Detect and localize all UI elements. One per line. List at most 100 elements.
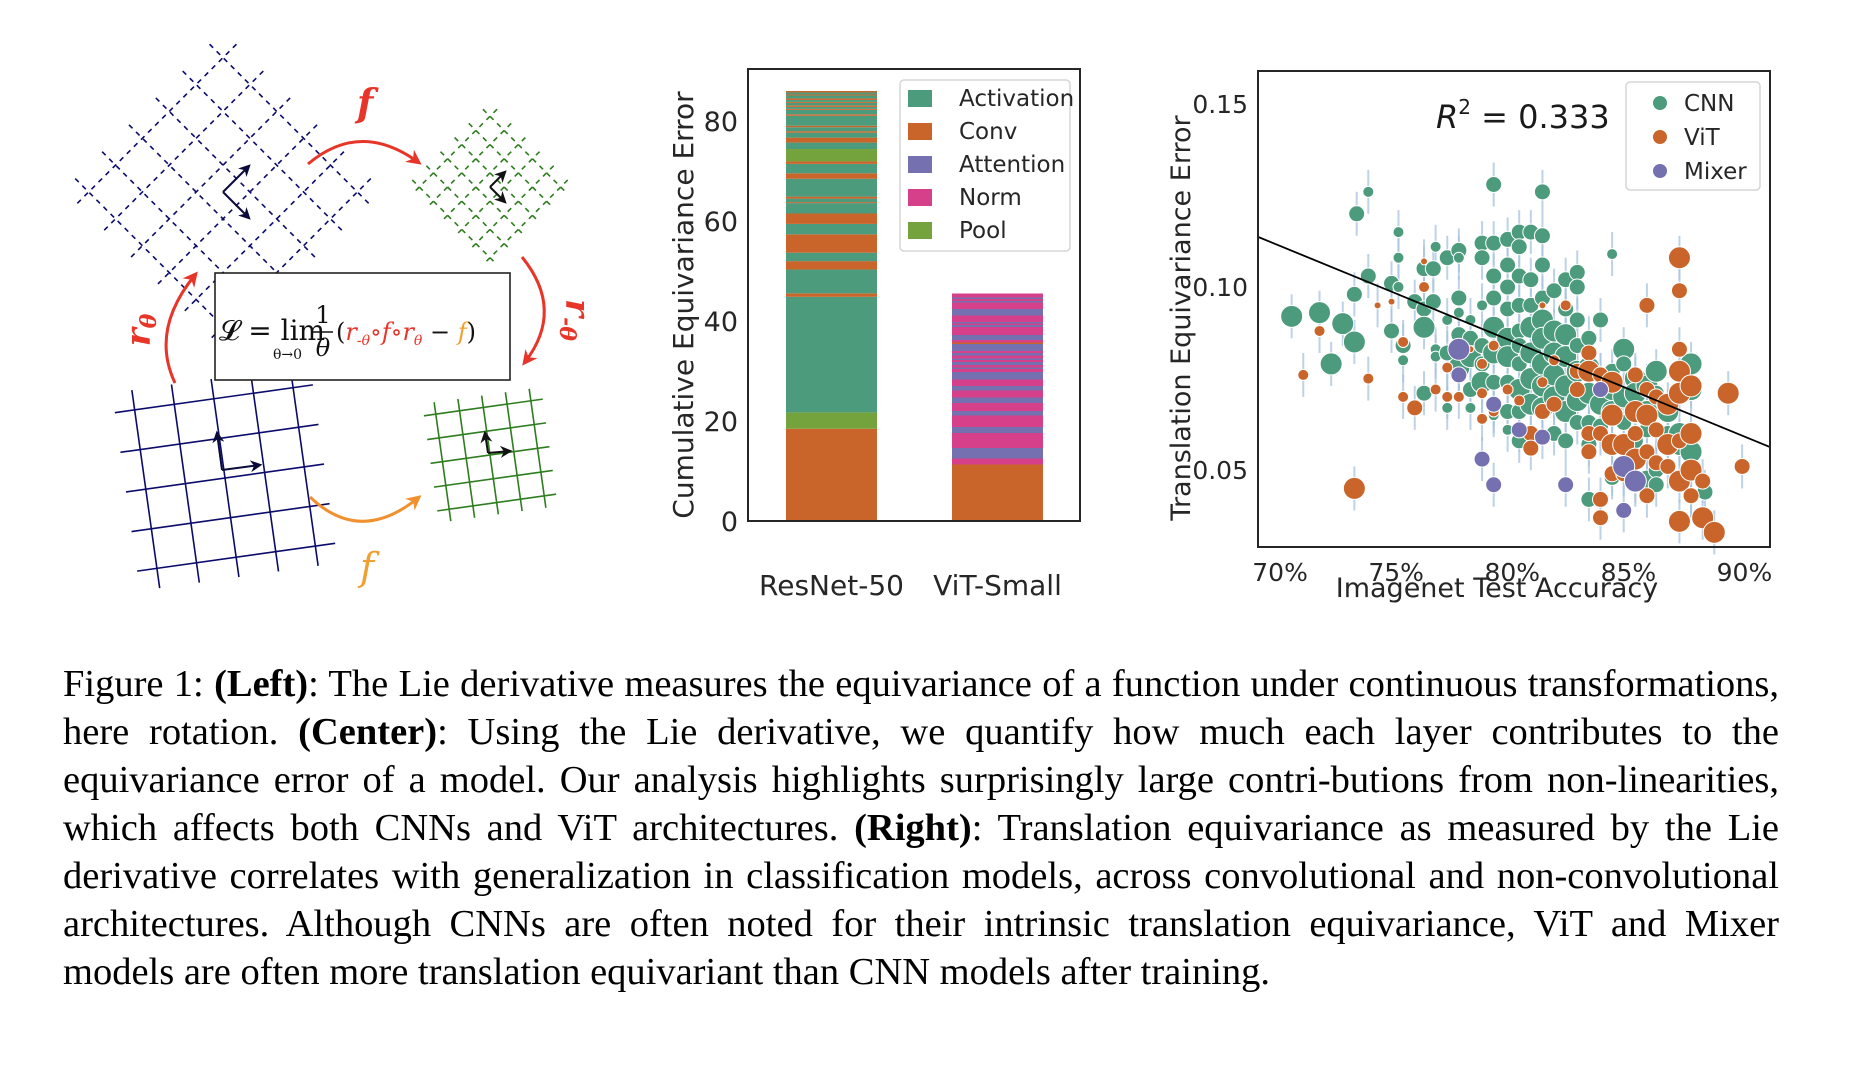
scatter-point-cnn	[1568, 278, 1586, 296]
scatter-point-cnn	[1487, 409, 1500, 422]
scatter-point-cnn	[1345, 285, 1363, 303]
scatter-point-vit	[1577, 359, 1601, 383]
scatter-point-cnn	[1412, 315, 1436, 339]
bar-segment-activation	[786, 198, 877, 203]
grid-line	[437, 493, 557, 512]
scatter-point-cnn	[1557, 271, 1575, 289]
bar-segment-conv	[786, 196, 877, 199]
scatter-point-cnn	[1424, 293, 1442, 311]
scatter-point-mixer	[1510, 421, 1528, 439]
bar-segment-conv	[786, 108, 877, 110]
scatter-point-vit	[1501, 383, 1514, 396]
scatter-point-cnn	[1510, 432, 1528, 450]
scatter-point-cnn	[1438, 249, 1456, 267]
scatter-point-cnn	[1438, 344, 1456, 362]
scatter-y-tick-label: 0.15	[1192, 90, 1248, 119]
scatter-point-cnn	[1485, 289, 1503, 307]
bar-segment-attention	[952, 309, 1043, 316]
scatter-point-cnn	[1635, 374, 1659, 398]
scatter-point-vit	[1656, 392, 1680, 416]
caption-label: Figure 1:	[63, 663, 215, 705]
scatter-point-cnn	[1473, 355, 1491, 373]
scatter-point-cnn	[1319, 352, 1343, 376]
caption-right-heading: (Right)	[854, 807, 972, 849]
scatter-point-vit	[1580, 443, 1598, 461]
bar-x-ticks: ResNet-50 ViT-Small	[759, 569, 1062, 602]
scatter-point-cnn	[1464, 313, 1477, 326]
scatter-x-tick-label: 80%	[1484, 558, 1540, 587]
scatter-point-cnn	[1667, 421, 1691, 445]
scatter-point-cnn	[1679, 440, 1703, 464]
formula-frac-den: θ	[316, 334, 331, 362]
scatter-point-vit	[1667, 509, 1691, 533]
scatter-point-cnn	[1647, 384, 1665, 402]
scatter-point-cnn	[1530, 374, 1554, 398]
scatter-point-cnn	[1533, 256, 1551, 274]
grid-line	[430, 445, 550, 465]
scatter-point-cnn	[1679, 378, 1703, 402]
scatter-point-cnn	[1519, 341, 1543, 365]
scatter-point-vit	[1420, 257, 1429, 266]
input-basis-arrows	[212, 430, 263, 473]
caption-center-heading: (Center)	[298, 711, 438, 753]
caption-text: : The Lie derivative measures the equiva…	[63, 663, 1780, 753]
scatter-point-vit	[1626, 476, 1644, 494]
scatter-point-vit	[1603, 465, 1621, 483]
scatter-point-cnn	[1362, 185, 1375, 198]
bar-legend: Activation Conv Attention Norm Pool	[899, 79, 1074, 252]
scatter-point-cnn	[1591, 311, 1609, 329]
r-theta-label: rθ	[119, 313, 162, 346]
lie-derivative-formula-box: 𝓛 = lim θ→0 1 θ (r-θ∘f∘rθ − f)	[214, 272, 511, 381]
scatter-point-vit	[1538, 301, 1547, 310]
bar-segment-attention	[952, 353, 1043, 356]
scatter-point-vit	[1418, 281, 1431, 294]
scatter-point-vit	[1387, 297, 1396, 306]
output-basis-arrows	[480, 430, 513, 458]
scatter-point-cnn	[1591, 366, 1609, 384]
scatter-point-vit	[1615, 465, 1633, 483]
bar-segment-conv	[786, 202, 877, 204]
output-grid	[423, 388, 557, 522]
bar-segment-attention	[952, 411, 1043, 416]
bar-segment-conv	[952, 464, 1043, 521]
scatter-point-cnn	[1499, 300, 1517, 318]
scatter-point-cnn	[1452, 251, 1465, 264]
scatter-point-vit	[1670, 432, 1688, 450]
scatter-point-cnn	[1510, 355, 1528, 373]
scatter-point-vit	[1548, 354, 1561, 367]
bar-segment-attention	[952, 322, 1043, 324]
bar-segment-norm	[952, 340, 1043, 343]
scatter-point-vit	[1536, 376, 1549, 389]
scatter-point-cnn	[1557, 300, 1575, 318]
bar-segment-conv	[786, 94, 877, 96]
bar-segment-activation	[786, 269, 877, 294]
grid-line	[439, 151, 526, 238]
scatter-point-vit	[1513, 394, 1526, 407]
scatter-point-cnn	[1623, 381, 1647, 405]
bar-chart-frame	[747, 68, 1081, 522]
scatter-point-vit	[1638, 443, 1656, 461]
bar-segment-conv	[786, 105, 877, 107]
bar-segment-activation	[786, 92, 877, 95]
scatter-point-cnn	[1545, 282, 1563, 300]
legend-marker-vit	[1653, 130, 1667, 144]
bar-segment-pool	[786, 149, 877, 162]
bar-x-tick-label: ResNet-50	[759, 569, 904, 602]
svg-text:rθ: rθ	[119, 313, 162, 346]
scatter-point-cnn	[1482, 341, 1506, 365]
legend-label-conv: Conv	[959, 119, 1017, 145]
scatter-point-cnn	[1644, 359, 1668, 383]
scatter-point-mixer	[1591, 381, 1609, 399]
scatter-point-cnn	[1510, 296, 1528, 314]
scatter-point-vit	[1591, 366, 1609, 384]
scatter-point-vit	[1441, 390, 1454, 403]
scatter-point-cnn	[1533, 289, 1551, 307]
regression-line	[1257, 236, 1771, 448]
bar-segments	[786, 91, 1043, 521]
scatter-point-cnn	[1568, 311, 1586, 329]
scatter-point-vit	[1626, 424, 1644, 442]
scatter-point-cnn	[1522, 223, 1540, 241]
bar-segment-conv	[786, 98, 877, 100]
scatter-point-vit	[1733, 457, 1751, 475]
grid-line	[439, 136, 526, 223]
